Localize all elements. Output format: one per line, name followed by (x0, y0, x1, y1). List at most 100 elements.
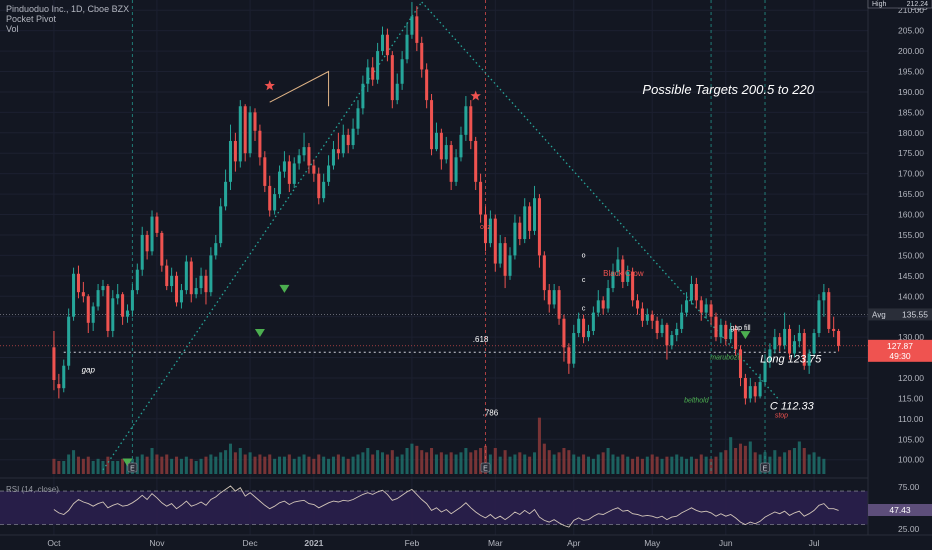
candle-body (101, 286, 105, 291)
time-tick-label: Jul (809, 538, 820, 548)
candle-body (454, 157, 458, 182)
candle-body (106, 286, 110, 331)
volume-bar (415, 445, 419, 474)
down-triangle-marker (740, 331, 751, 340)
candle-body (307, 147, 311, 166)
candle-body (621, 259, 625, 282)
volume-bar (184, 456, 188, 474)
candle-body (371, 67, 375, 80)
candle-body (91, 306, 95, 323)
volume-bar (160, 456, 164, 474)
price-tick-label: 160.00 (898, 210, 924, 220)
volume-bar (797, 441, 801, 474)
candle-body (704, 304, 708, 313)
candle-body (86, 296, 90, 323)
candle-body (601, 300, 605, 309)
volume-bar (439, 452, 443, 474)
event-icon-letter: E (763, 466, 768, 473)
price-tick-label: 110.00 (898, 414, 924, 424)
price-tick-label: 205.00 (898, 26, 924, 36)
candle-body (331, 149, 335, 166)
volume-bar (709, 458, 713, 474)
volume-bar (57, 461, 61, 474)
volume-bar (479, 448, 483, 474)
volume-bar (224, 450, 228, 474)
candle-body (420, 42, 424, 70)
volume-bar (626, 456, 630, 474)
candle-body (366, 67, 370, 84)
volume-bar (704, 456, 708, 474)
candle-body (567, 347, 571, 364)
volume-bar (817, 456, 821, 474)
volume-bar (729, 437, 733, 474)
candles (52, 2, 841, 405)
volume-bar (464, 448, 468, 474)
annotation-black-crow: Black Crow (603, 269, 644, 278)
candle-body (645, 314, 649, 321)
candle-body (626, 271, 630, 282)
candle-body (248, 112, 252, 154)
annotation-c1: c (582, 277, 586, 284)
volume-bar (582, 454, 586, 474)
candle-body (268, 185, 272, 211)
candle-body (395, 83, 399, 101)
down-triangle-marker (122, 458, 133, 467)
time-tick-label: May (644, 538, 661, 548)
rsi-line (53, 485, 839, 528)
volume-bar (694, 458, 698, 474)
candle-body (474, 140, 478, 182)
candle-body (170, 275, 174, 287)
volume-bar (278, 456, 282, 474)
annotation-marubozu: marubozu (710, 355, 741, 362)
volume-bar (72, 450, 76, 474)
candle-body (562, 318, 566, 348)
volume-bar (390, 450, 394, 474)
volume-bar (552, 454, 556, 474)
candle-body (278, 171, 282, 195)
candle-body (596, 300, 600, 313)
volume-bar (155, 454, 159, 474)
candle-body (493, 218, 497, 264)
volume-bar (537, 417, 541, 474)
event-icon (760, 462, 770, 473)
rsi-pane: RSI (14, close) (0, 477, 932, 528)
candle-body (503, 243, 507, 276)
volume-bar (194, 461, 198, 474)
candle-body (52, 347, 56, 381)
event-icon (127, 462, 138, 473)
volume-bar (317, 454, 321, 474)
indicator-volume: Vol (6, 24, 19, 34)
volume-bar (655, 456, 659, 474)
candle-body (297, 155, 301, 164)
volume-bar (380, 452, 385, 474)
candle-body (714, 316, 718, 338)
volume-bar (807, 454, 811, 474)
volume-bar (273, 458, 277, 474)
candle-body (145, 234, 149, 252)
volume-bar (248, 452, 252, 474)
high-badge-label: High (872, 1, 887, 8)
volume-bar (719, 452, 723, 474)
candle-body (557, 290, 561, 319)
volume-bar (356, 454, 360, 474)
volume-bar (714, 456, 718, 474)
volume-bar (513, 454, 517, 474)
candle-body (444, 145, 448, 160)
volume-bar (371, 454, 375, 474)
volume-bar (121, 458, 125, 474)
candle-body (640, 308, 644, 321)
time-tick-label: Oct (47, 538, 61, 548)
candle-body (773, 337, 777, 350)
volume-bar (258, 454, 262, 474)
volume-bar (410, 443, 414, 474)
volume-bar (738, 443, 743, 474)
candle-body (469, 106, 473, 141)
annotation-c2: c (582, 306, 586, 313)
time-tick-label: Mar (488, 538, 503, 548)
candle-body (341, 134, 345, 154)
candle-body (783, 328, 787, 346)
volume-bar (616, 456, 620, 474)
volume-bar (488, 454, 492, 474)
candle-body (336, 149, 340, 154)
